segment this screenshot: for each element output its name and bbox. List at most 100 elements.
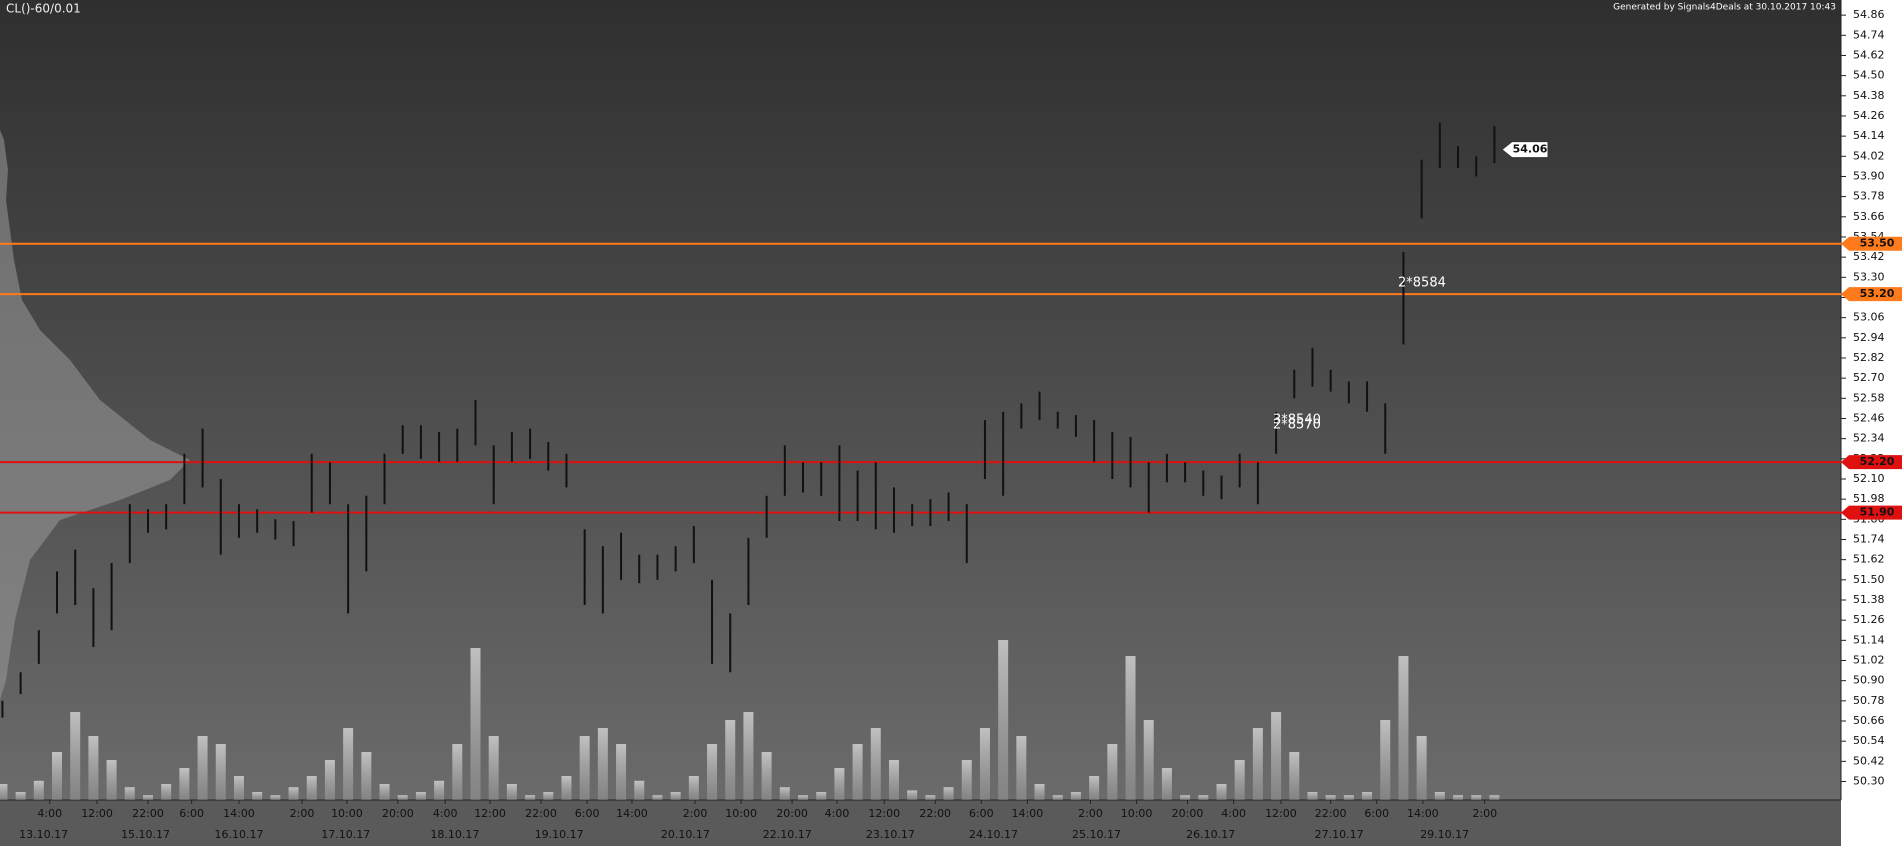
level-label: 52.20 <box>1860 455 1895 468</box>
date-label: 15.10.17 <box>121 828 170 841</box>
x-tick-label: 22:00 <box>525 807 557 820</box>
volume-bar <box>1471 795 1482 800</box>
y-tick-label: 53.30 <box>1853 270 1885 283</box>
volume-bar <box>816 792 827 800</box>
x-tick-label: 2:00 <box>1078 807 1103 820</box>
volume-bar <box>434 780 445 800</box>
volume-bar <box>998 640 1009 800</box>
volume-bar <box>561 776 572 800</box>
volume-bar <box>888 760 899 800</box>
x-tick-label: 2:00 <box>1472 807 1497 820</box>
x-tick-label: 20:00 <box>776 807 808 820</box>
volume-bar <box>1161 768 1172 800</box>
volume-bar <box>670 792 681 800</box>
x-tick-label: 22:00 <box>919 807 951 820</box>
volume-bar <box>1362 792 1373 800</box>
level-tag <box>1841 287 1902 302</box>
y-tick-label: 54.26 <box>1853 109 1885 122</box>
y-tick-label: 54.62 <box>1853 48 1885 61</box>
volume-bar <box>179 768 190 800</box>
y-tick-label: 54.14 <box>1853 129 1885 142</box>
volume-bar <box>324 760 335 800</box>
y-tick-label: 51.98 <box>1853 492 1885 505</box>
volume-bar <box>1252 728 1263 800</box>
volume-bar <box>1034 784 1045 800</box>
x-tick-label: 10:00 <box>331 807 363 820</box>
volume-bar <box>1307 792 1318 800</box>
volume-bar <box>925 795 936 800</box>
volume-profile <box>0 130 190 700</box>
volume-bar <box>1234 760 1245 800</box>
volume-bar <box>361 752 372 800</box>
date-label: 29.10.17 <box>1420 828 1469 841</box>
volume-bar <box>798 795 809 800</box>
date-label: 13.10.17 <box>19 828 68 841</box>
volume-bar <box>1070 792 1081 800</box>
date-label: 24.10.17 <box>969 828 1018 841</box>
level-tag <box>1841 236 1902 251</box>
volume-bar <box>488 736 499 800</box>
volume-bar <box>707 744 718 800</box>
volume-bar <box>834 768 845 800</box>
time-axis-panel <box>0 800 1841 846</box>
volume-bar <box>743 712 754 800</box>
y-tick-label: 52.58 <box>1853 391 1885 404</box>
volume-bar <box>1416 736 1427 800</box>
date-label: 27.10.17 <box>1315 828 1364 841</box>
y-tick-label: 51.02 <box>1853 654 1885 667</box>
date-label: 23.10.17 <box>866 828 915 841</box>
volume-bar <box>70 712 81 800</box>
price-axis-panel <box>1841 0 1902 846</box>
y-tick-label: 51.74 <box>1853 532 1885 545</box>
volume-bar <box>15 792 26 800</box>
volume-bar <box>142 795 153 800</box>
y-tick-label: 50.66 <box>1853 714 1885 727</box>
x-tick-label: 6:00 <box>1364 807 1389 820</box>
volume-bar <box>1198 795 1209 800</box>
level-layer <box>0 242 1841 514</box>
x-tick-label: 6:00 <box>179 807 204 820</box>
volume-layer <box>0 640 1500 800</box>
x-tick-label: 14:00 <box>1012 807 1044 820</box>
last-price-label: 54.06 <box>1513 143 1548 156</box>
x-tick-label: 4:00 <box>433 807 458 820</box>
volume-bar <box>597 728 608 800</box>
x-tick-label: 14:00 <box>1407 807 1439 820</box>
volume-bar <box>1125 656 1136 800</box>
x-tick-label: 12:00 <box>474 807 506 820</box>
x-tick-label: 2:00 <box>290 807 315 820</box>
x-tick-label: 4:00 <box>1221 807 1246 820</box>
volume-bar <box>415 792 426 800</box>
volume-bar <box>543 792 554 800</box>
y-tick-label: 53.06 <box>1853 311 1885 324</box>
volume-bar <box>1143 720 1154 800</box>
x-tick-label: 10:00 <box>725 807 757 820</box>
x-tick-label: 20:00 <box>1172 807 1204 820</box>
volume-bar <box>1016 736 1027 800</box>
x-tick-label: 12:00 <box>81 807 113 820</box>
date-label: 25.10.17 <box>1072 828 1121 841</box>
y-tick-label: 50.78 <box>1853 694 1885 707</box>
volume-bar <box>397 795 408 800</box>
volume-bar <box>688 776 699 800</box>
price-layer <box>1 122 1496 718</box>
date-label: 20.10.17 <box>661 828 710 841</box>
date-label: 17.10.17 <box>321 828 370 841</box>
y-tick-label: 52.34 <box>1853 432 1885 445</box>
volume-bar <box>270 795 281 800</box>
x-tick-label: 22:00 <box>1315 807 1347 820</box>
volume-bar <box>634 780 645 800</box>
volume-bar <box>943 787 954 800</box>
annotation: 3*8540 <box>1273 413 1321 428</box>
x-tick-label: 22:00 <box>132 807 164 820</box>
date-label: 26.10.17 <box>1186 828 1235 841</box>
y-tick-label: 51.50 <box>1853 573 1885 586</box>
x-tick-label: 4:00 <box>37 807 62 820</box>
date-label: 22.10.17 <box>763 828 812 841</box>
volume-bar <box>979 728 990 800</box>
volume-bar <box>1216 784 1227 800</box>
volume-bar <box>106 760 117 800</box>
x-tick-label: 6:00 <box>575 807 600 820</box>
